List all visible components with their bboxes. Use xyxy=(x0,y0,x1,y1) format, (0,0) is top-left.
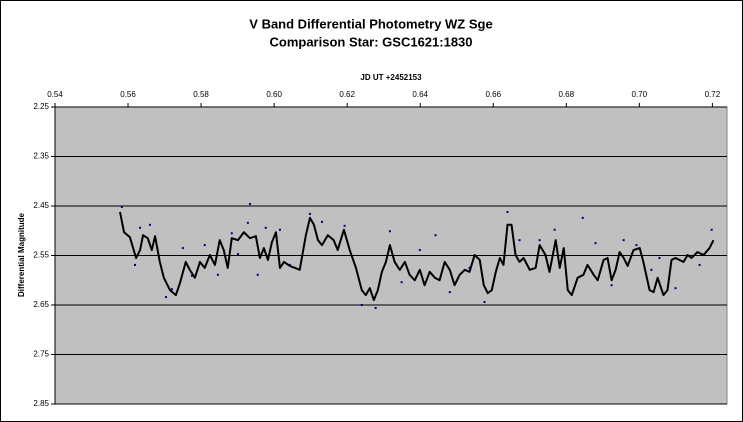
data-point xyxy=(288,263,291,266)
data-point xyxy=(650,268,653,271)
y-tick-label: 2.75 xyxy=(33,350,49,359)
data-point xyxy=(698,263,701,266)
data-point xyxy=(320,220,323,223)
data-point xyxy=(256,273,259,276)
x-tick-label: 0.68 xyxy=(559,90,575,99)
y-axis-title: Differential Magnitude xyxy=(17,212,26,297)
x-tick-label: 0.72 xyxy=(705,90,721,99)
x-tick-label: 0.58 xyxy=(193,90,209,99)
data-point xyxy=(622,239,625,242)
data-point xyxy=(236,253,239,256)
data-point xyxy=(278,228,281,231)
data-point xyxy=(448,291,451,294)
x-tick-label: 0.54 xyxy=(47,90,63,99)
y-tick-label: 2.85 xyxy=(33,399,49,408)
chart-title: V Band Differential Photometry WZ Sge xyxy=(249,16,492,31)
data-point xyxy=(388,230,391,233)
x-tick-label: 0.62 xyxy=(339,90,355,99)
data-point xyxy=(610,284,613,287)
data-point xyxy=(658,256,661,259)
data-point xyxy=(264,226,267,229)
data-point xyxy=(181,247,184,250)
x-tick-label: 0.64 xyxy=(412,90,428,99)
data-point xyxy=(343,224,346,227)
data-point xyxy=(581,216,584,219)
data-point xyxy=(249,203,252,206)
x-tick-label: 0.56 xyxy=(120,90,136,99)
data-point xyxy=(308,212,311,215)
data-point xyxy=(120,205,123,208)
data-point xyxy=(468,266,471,269)
data-point xyxy=(538,239,541,242)
x-tick-label: 0.66 xyxy=(485,90,501,99)
y-tick-label: 2.35 xyxy=(33,152,49,161)
y-tick-label: 2.45 xyxy=(33,201,49,210)
data-point xyxy=(216,273,219,276)
data-point xyxy=(594,242,597,245)
data-point xyxy=(710,228,713,231)
data-point xyxy=(506,210,509,213)
data-point xyxy=(139,226,142,229)
data-point xyxy=(374,306,377,309)
chart-subtitle: Comparison Star: GSC1621:1830 xyxy=(269,34,472,49)
data-point xyxy=(170,288,173,291)
data-point xyxy=(133,263,136,266)
data-point xyxy=(203,244,206,247)
data-point xyxy=(190,274,193,277)
data-point xyxy=(230,232,233,235)
x-axis-title: JD UT +2452153 xyxy=(360,73,422,82)
data-point xyxy=(360,304,363,306)
y-tick-label: 2.55 xyxy=(33,251,49,260)
data-point xyxy=(483,301,486,304)
data-point xyxy=(674,287,677,290)
data-point xyxy=(553,228,556,231)
y-tick-label: 2.65 xyxy=(33,300,49,309)
data-line xyxy=(119,211,715,302)
data-point xyxy=(418,249,421,252)
x-tick-label: 0.70 xyxy=(632,90,648,99)
data-point xyxy=(400,281,403,284)
y-tick-label: 2.25 xyxy=(33,102,49,111)
data-point xyxy=(246,221,249,224)
data-point xyxy=(635,244,638,247)
data-point xyxy=(434,234,437,237)
data-point xyxy=(148,223,151,226)
data-point xyxy=(518,239,521,242)
data-point xyxy=(165,296,168,299)
x-tick-label: 0.60 xyxy=(266,90,282,99)
